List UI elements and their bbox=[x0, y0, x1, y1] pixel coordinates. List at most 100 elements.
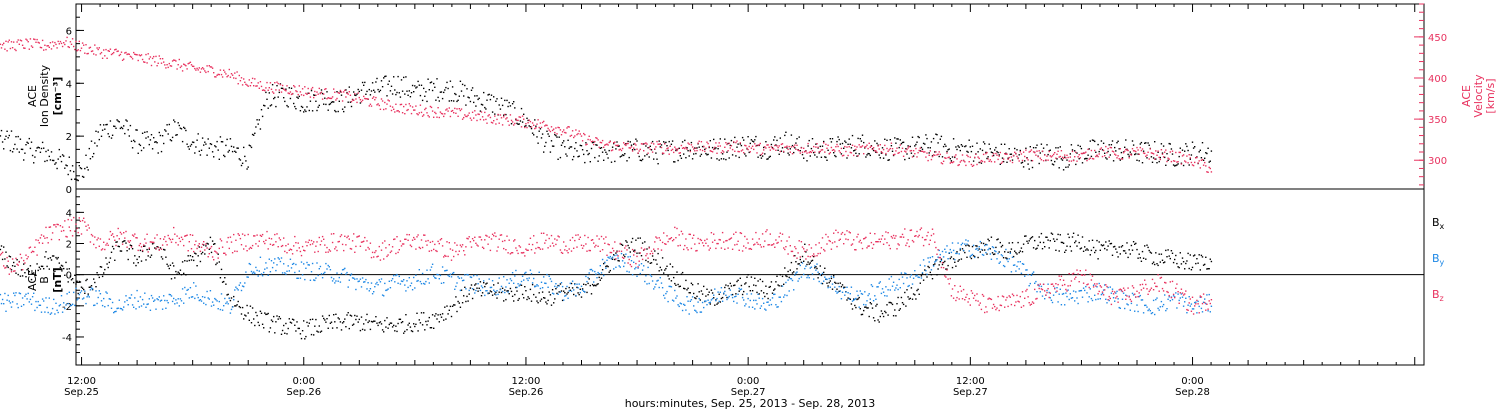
data-point bbox=[1126, 149, 1128, 151]
data-point bbox=[1035, 154, 1037, 156]
data-point bbox=[1006, 258, 1008, 261]
data-point bbox=[548, 135, 550, 137]
data-point bbox=[1107, 245, 1109, 247]
data-point bbox=[230, 297, 233, 299]
data-point bbox=[1157, 307, 1159, 310]
data-point bbox=[383, 77, 385, 79]
data-point bbox=[490, 121, 493, 124]
data-point bbox=[196, 139, 198, 141]
data-point bbox=[297, 97, 299, 99]
data-point bbox=[528, 277, 530, 279]
data-point bbox=[34, 38, 36, 41]
data-point bbox=[951, 266, 954, 269]
data-point bbox=[767, 144, 769, 146]
data-point bbox=[568, 126, 570, 128]
data-point bbox=[1160, 149, 1163, 151]
data-point bbox=[221, 76, 224, 78]
data-point bbox=[784, 134, 786, 137]
data-point bbox=[256, 119, 258, 121]
data-point bbox=[287, 327, 289, 330]
data-point bbox=[343, 268, 345, 271]
data-point bbox=[465, 288, 467, 290]
data-point bbox=[795, 261, 797, 263]
data-point bbox=[709, 301, 711, 303]
data-point bbox=[745, 282, 747, 284]
data-point bbox=[1172, 160, 1175, 162]
data-point bbox=[630, 144, 633, 146]
data-point bbox=[725, 142, 727, 144]
data-point bbox=[415, 105, 417, 107]
data-point bbox=[1172, 164, 1175, 166]
data-point bbox=[335, 280, 337, 282]
data-point bbox=[1048, 150, 1050, 153]
data-point bbox=[718, 159, 720, 161]
data-point bbox=[1046, 144, 1048, 146]
data-point bbox=[441, 266, 444, 268]
data-point bbox=[985, 151, 987, 154]
data-point bbox=[853, 298, 855, 300]
data-point bbox=[1031, 160, 1034, 162]
data-point bbox=[863, 153, 865, 155]
data-point bbox=[634, 249, 636, 251]
data-point bbox=[408, 277, 410, 279]
data-point bbox=[307, 87, 309, 90]
data-point bbox=[399, 103, 402, 106]
data-point bbox=[141, 250, 144, 253]
data-point bbox=[537, 285, 539, 287]
data-point bbox=[1147, 309, 1149, 312]
data-point bbox=[177, 122, 179, 124]
data-point bbox=[696, 149, 698, 152]
data-point bbox=[761, 280, 764, 283]
data-point bbox=[640, 255, 643, 257]
data-point bbox=[428, 116, 430, 118]
data-point bbox=[320, 330, 323, 332]
data-point bbox=[446, 269, 448, 271]
data-point bbox=[1115, 150, 1117, 152]
data-point bbox=[266, 267, 268, 269]
data-point bbox=[168, 267, 170, 270]
data-point bbox=[710, 299, 713, 301]
data-point bbox=[939, 253, 941, 256]
data-point bbox=[337, 280, 339, 282]
data-point bbox=[653, 143, 655, 145]
data-point bbox=[874, 140, 876, 142]
data-point bbox=[373, 291, 375, 293]
data-point bbox=[313, 334, 315, 336]
data-point bbox=[437, 274, 439, 276]
data-point bbox=[137, 262, 139, 264]
data-point bbox=[270, 260, 273, 262]
data-point bbox=[1005, 248, 1007, 251]
data-point bbox=[596, 137, 598, 140]
data-point bbox=[569, 146, 571, 148]
data-point bbox=[387, 83, 389, 85]
data-point bbox=[470, 89, 473, 91]
data-point bbox=[627, 244, 629, 247]
data-point bbox=[981, 253, 984, 256]
data-point bbox=[527, 122, 529, 124]
data-point bbox=[1112, 246, 1115, 248]
data-point bbox=[716, 303, 718, 305]
data-point bbox=[1198, 151, 1200, 153]
data-point bbox=[814, 151, 816, 153]
data-point bbox=[269, 327, 272, 329]
data-point bbox=[695, 297, 697, 300]
data-point bbox=[951, 242, 954, 244]
data-point bbox=[146, 131, 148, 133]
data-point bbox=[533, 277, 535, 280]
data-point bbox=[354, 93, 356, 95]
data-point bbox=[128, 53, 130, 55]
data-point bbox=[854, 304, 856, 307]
data-point bbox=[110, 137, 113, 139]
data-point bbox=[218, 73, 220, 76]
data-point bbox=[100, 300, 103, 302]
data-point bbox=[367, 282, 369, 284]
data-point bbox=[406, 109, 408, 112]
data-point bbox=[1140, 299, 1143, 301]
data-point bbox=[524, 286, 526, 288]
data-point bbox=[916, 141, 918, 143]
data-point bbox=[1005, 152, 1007, 154]
data-point bbox=[440, 91, 443, 93]
data-point bbox=[1052, 294, 1055, 296]
data-point bbox=[1021, 159, 1024, 162]
data-point bbox=[1154, 158, 1156, 160]
